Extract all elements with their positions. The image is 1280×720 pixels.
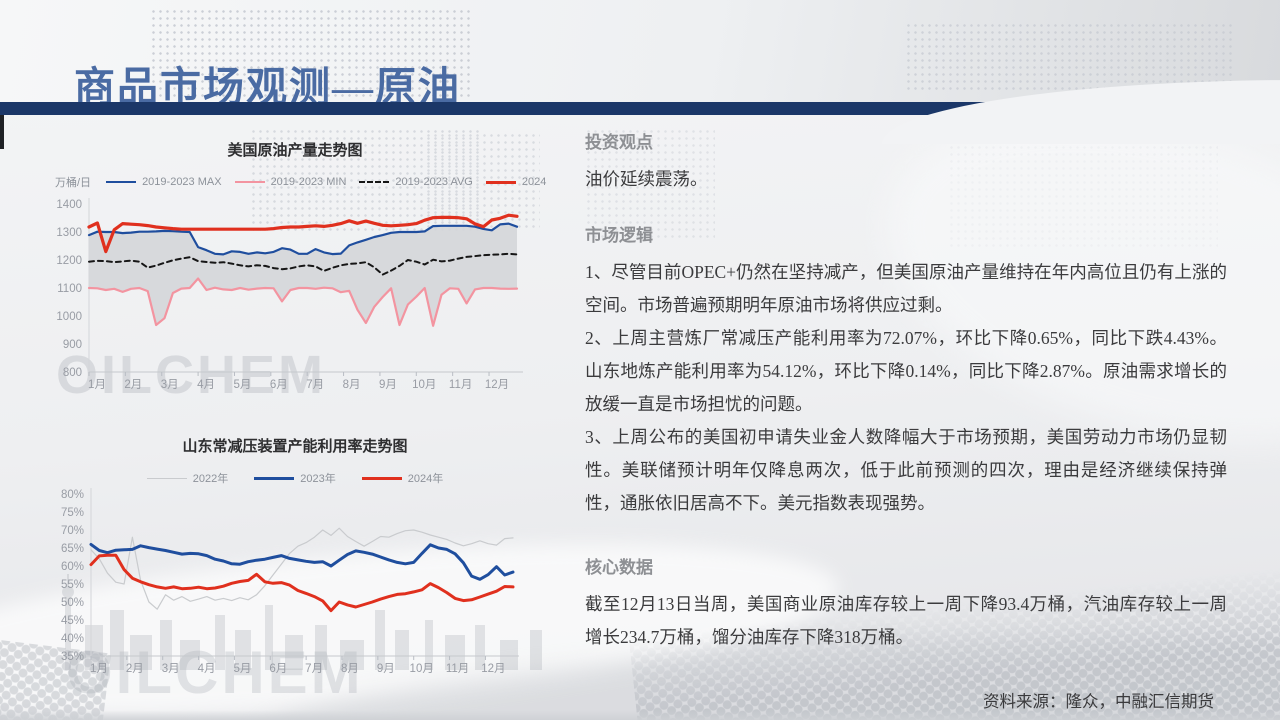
us-crude-production-chart: 美国原油产量走势图 万桶/日 2019-2023 MAX 2019-2023 MI… bbox=[55, 140, 546, 401]
svg-text:1000: 1000 bbox=[56, 311, 82, 323]
svg-text:1400: 1400 bbox=[56, 199, 82, 211]
line-chart-canvas: 80% 75% 70% 65% 60% 55% 50% 45% 40% 35% 1月 2月 3月 4月 5月… bbox=[61, 488, 519, 675]
svg-text:45%: 45% bbox=[61, 615, 84, 627]
legend-label: 2019-2023 MIN bbox=[270, 176, 347, 188]
svg-text:6月: 6月 bbox=[270, 379, 288, 391]
legend-item: 2023年 bbox=[254, 470, 336, 486]
legend-line-sample bbox=[234, 181, 265, 183]
data-source-note: 资料来源：隆众，中融汇信期货 bbox=[983, 692, 1214, 711]
svg-text:8月: 8月 bbox=[341, 663, 359, 675]
svg-text:2月: 2月 bbox=[126, 663, 144, 675]
svg-text:60%: 60% bbox=[61, 561, 84, 573]
bottom-shadow-strip bbox=[0, 710, 1280, 720]
shandong-utilization-chart: 山东常减压装置产能利用率走势图 2022年 2023年 2024年 80% 75% 70… bbox=[55, 436, 535, 691]
svg-text:65%: 65% bbox=[61, 543, 84, 555]
analysis-panel: 投资观点 油价延续震荡。 市场逻辑 1、尽管目前OPEC+仍然在坚持减产，但美国… bbox=[585, 131, 1227, 654]
chart-title: 美国原油产量走势图 bbox=[227, 142, 363, 159]
svg-text:1100: 1100 bbox=[57, 283, 82, 295]
svg-text:900: 900 bbox=[63, 339, 82, 351]
svg-text:75%: 75% bbox=[61, 507, 84, 519]
svg-text:50%: 50% bbox=[61, 597, 84, 609]
legend-line-sample bbox=[485, 180, 516, 184]
svg-text:5月: 5月 bbox=[233, 663, 251, 675]
svg-text:3月: 3月 bbox=[162, 663, 180, 675]
svg-text:12月: 12月 bbox=[481, 663, 505, 675]
legend-line-sample bbox=[254, 476, 295, 480]
svg-text:70%: 70% bbox=[61, 525, 84, 537]
svg-text:40%: 40% bbox=[61, 633, 84, 645]
svg-text:9月: 9月 bbox=[377, 663, 395, 675]
legend-item: 2024 bbox=[485, 176, 547, 188]
svg-text:1200: 1200 bbox=[56, 255, 82, 267]
left-edge-accent bbox=[0, 115, 4, 149]
svg-text:12月: 12月 bbox=[485, 379, 509, 391]
svg-text:5月: 5月 bbox=[234, 379, 252, 391]
legend-item: 2019-2023 MAX bbox=[106, 176, 222, 188]
svg-text:6月: 6月 bbox=[269, 663, 287, 675]
legend-line-sample bbox=[146, 477, 187, 479]
market-logic-point-1: 1、尽管目前OPEC+仍然在坚持减产，但美国原油产量维持在年内高位且仍有上涨的空… bbox=[585, 262, 1227, 315]
svg-text:55%: 55% bbox=[61, 579, 84, 591]
legend-line-sample bbox=[361, 476, 402, 480]
line-chart-canvas: 1400 1300 1200 1100 1000 900 800 1月 2月 3月 4月 5月 6月 7月… bbox=[56, 198, 523, 391]
svg-text:7月: 7月 bbox=[305, 663, 323, 675]
legend-label: 2019-2023 MAX bbox=[142, 176, 222, 188]
y-axis-unit-label: 万桶/日 bbox=[55, 177, 92, 189]
svg-text:1月: 1月 bbox=[88, 379, 106, 391]
svg-text:10月: 10月 bbox=[410, 663, 434, 675]
legend-label: 2024年 bbox=[407, 473, 444, 485]
investment-view-text: 油价延续震荡。 bbox=[585, 169, 708, 189]
legend-label: 2022年 bbox=[192, 473, 229, 485]
svg-text:11月: 11月 bbox=[446, 663, 469, 675]
svg-text:8月: 8月 bbox=[343, 379, 361, 391]
svg-text:9月: 9月 bbox=[379, 379, 397, 391]
svg-text:800: 800 bbox=[63, 367, 82, 379]
svg-text:4月: 4月 bbox=[198, 663, 216, 675]
legend-item: 2022年 bbox=[146, 470, 229, 486]
legend-label: 2024 bbox=[521, 176, 547, 188]
section-heading-market-logic: 市场逻辑 bbox=[585, 226, 653, 245]
legend-line-sample bbox=[359, 181, 390, 183]
svg-text:35%: 35% bbox=[61, 651, 84, 663]
legend-label: 2019-2023 AVG bbox=[395, 176, 473, 188]
header-divider-bar bbox=[0, 102, 1012, 115]
svg-text:3月: 3月 bbox=[161, 379, 179, 391]
svg-text:7月: 7月 bbox=[306, 379, 324, 391]
svg-text:4月: 4月 bbox=[197, 379, 215, 391]
svg-text:2月: 2月 bbox=[124, 379, 142, 391]
market-logic-point-3: 3、上周公布的美国初申请失业金人数降幅大于市场预期，美国劳动力市场仍显韧性。美联… bbox=[585, 427, 1227, 513]
legend-label: 2023年 bbox=[300, 473, 336, 485]
legend-line-sample bbox=[106, 181, 137, 183]
svg-text:1月: 1月 bbox=[90, 663, 108, 675]
chart-legend: 2022年 2023年 2024年 bbox=[55, 470, 535, 486]
legend-item: 2019-2023 MIN bbox=[234, 176, 347, 188]
svg-text:10月: 10月 bbox=[412, 379, 436, 391]
svg-text:11月: 11月 bbox=[449, 379, 472, 391]
market-logic-point-2: 2、上周主营炼厂常减压产能利用率为72.07%，环比下降0.65%，同比下跌4.… bbox=[585, 328, 1227, 414]
chart-legend: 万桶/日 2019-2023 MAX 2019-2023 MIN 2019-2023… bbox=[55, 174, 546, 190]
legend-item: 2019-2023 AVG bbox=[359, 176, 473, 188]
legend-item: 2024年 bbox=[361, 470, 444, 486]
section-heading-investment-view: 投资观点 bbox=[585, 133, 653, 152]
section-heading-core-data: 核心数据 bbox=[585, 558, 653, 577]
svg-text:80%: 80% bbox=[61, 489, 84, 501]
core-data-text: 截至12月13日当周，美国商业原油库存较上一周下降93.4万桶，汽油库存较上一周… bbox=[585, 594, 1227, 647]
svg-text:1300: 1300 bbox=[56, 227, 82, 239]
chart-title: 山东常减压装置产能利用率走势图 bbox=[182, 438, 408, 455]
